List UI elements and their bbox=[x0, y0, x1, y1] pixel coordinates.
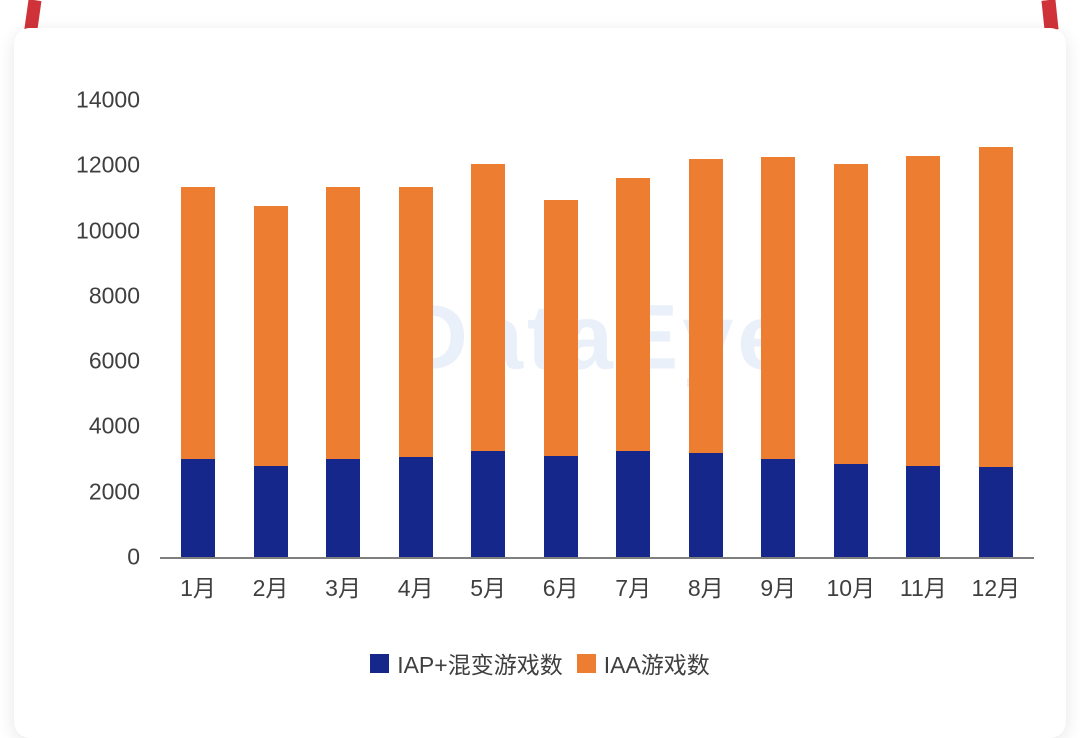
bar-segment bbox=[398, 186, 433, 458]
bar-group: 11月 bbox=[900, 100, 947, 601]
bar-segment bbox=[253, 206, 288, 466]
y-axis-label: 2000 bbox=[88, 478, 140, 505]
bar-group: 3月 bbox=[325, 100, 361, 601]
bar-segment bbox=[833, 463, 868, 557]
x-axis-label: 9月 bbox=[760, 575, 797, 601]
page-accent-right bbox=[1041, 0, 1059, 31]
bar-segment bbox=[181, 459, 215, 557]
chart-card: DataEye 1月 2月 3月 4月 5月 6月 7月 8月 9月 10月 11月 12月 0 200… bbox=[14, 28, 1066, 738]
legend-swatch-icon bbox=[370, 653, 390, 673]
legend-item: IAA游戏数 bbox=[576, 646, 710, 680]
x-axis-label: 10月 bbox=[826, 575, 876, 601]
bar-group: 8月 bbox=[688, 100, 724, 601]
x-axis-label: 7月 bbox=[615, 575, 652, 601]
y-axis-label: 6000 bbox=[88, 347, 140, 374]
x-axis-label: 12月 bbox=[971, 575, 1021, 601]
bar-group: 12月 bbox=[972, 100, 1020, 601]
bar-segment bbox=[471, 163, 506, 451]
bar-segment bbox=[833, 163, 868, 464]
bar-segment bbox=[181, 186, 215, 460]
bar-group: 5月 bbox=[470, 100, 506, 601]
x-axis-label: 11月 bbox=[899, 575, 947, 601]
bar-group: 1月 bbox=[180, 100, 216, 601]
y-axis-label: 14000 bbox=[76, 86, 140, 113]
bar-group: 7月 bbox=[615, 100, 651, 601]
x-axis-label: 1月 bbox=[180, 575, 216, 601]
bars: 1月 2月 3月 4月 5月 6月 7月 8月 9月 10月 11月 12月 bbox=[160, 100, 1034, 601]
bar-segment bbox=[906, 465, 941, 557]
plot-area: DataEye 1月 2月 3月 4月 5月 6月 7月 8月 9月 10月 11月 12月 0 200… bbox=[76, 87, 1034, 601]
bar-group: 6月 bbox=[543, 100, 579, 601]
x-axis-label: 8月 bbox=[687, 575, 724, 601]
bar-group: 9月 bbox=[760, 100, 796, 601]
bar-segment bbox=[326, 186, 361, 460]
bar-segment bbox=[253, 465, 288, 557]
bar-segment bbox=[398, 457, 433, 557]
x-axis-label: 4月 bbox=[397, 575, 434, 601]
bar-segment bbox=[471, 450, 506, 557]
bar-segment bbox=[616, 178, 651, 451]
legend: IAP+混变游戏数 IAA游戏数 bbox=[14, 646, 1066, 680]
bar-segment bbox=[978, 467, 1013, 557]
bar-segment bbox=[978, 147, 1013, 468]
bar-segment bbox=[906, 155, 941, 466]
legend-label: IAA游戏数 bbox=[603, 652, 710, 678]
bar-group: 2月 bbox=[253, 100, 288, 601]
bar-group: 10月 bbox=[826, 100, 875, 601]
x-axis-label: 6月 bbox=[542, 575, 579, 601]
x-axis-label: 2月 bbox=[252, 575, 289, 601]
bar-segment bbox=[688, 452, 723, 557]
bar-segment bbox=[688, 158, 723, 453]
legend-label: IAP+混变游戏数 bbox=[397, 652, 563, 678]
bar-segment bbox=[616, 450, 651, 557]
y-axis-label: 12000 bbox=[76, 151, 140, 178]
y-axis-label: 4000 bbox=[88, 412, 140, 439]
bar-segment bbox=[326, 459, 361, 557]
legend-item: IAP+混变游戏数 bbox=[370, 646, 563, 680]
bar-segment bbox=[761, 459, 796, 557]
bar-segment bbox=[543, 455, 578, 557]
bar-segment bbox=[543, 199, 578, 456]
y-axis-label: 8000 bbox=[88, 282, 140, 309]
x-axis-label: 5月 bbox=[470, 575, 507, 601]
y-axis-label: 0 bbox=[127, 543, 140, 570]
bar-segment bbox=[761, 157, 796, 460]
y-axis-label: 10000 bbox=[76, 217, 140, 244]
bar-group: 4月 bbox=[398, 100, 433, 601]
legend-swatch-icon bbox=[576, 653, 596, 673]
x-axis-label: 3月 bbox=[325, 575, 361, 601]
